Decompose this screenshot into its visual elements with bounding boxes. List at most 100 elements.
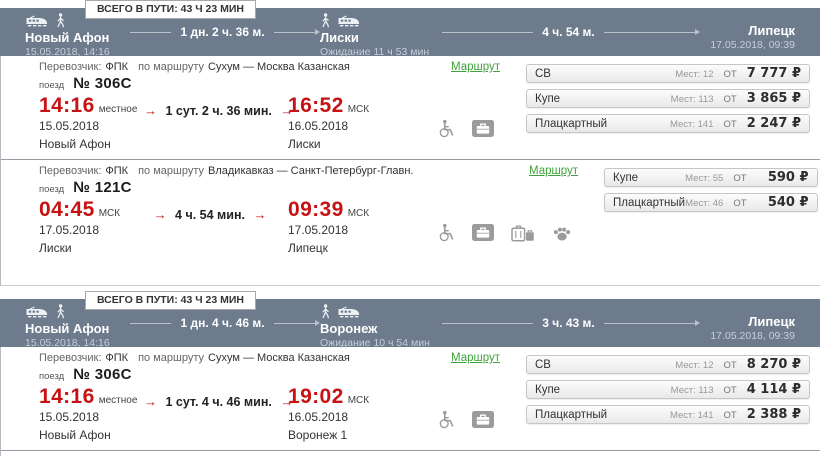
class-name: Купе — [535, 92, 561, 105]
timezone-label: местное — [98, 395, 138, 406]
arrowhead-icon — [695, 320, 701, 326]
route-link[interactable]: Маршрут — [450, 352, 500, 364]
train-number-row: поезд № 306С — [39, 75, 514, 92]
seats-count: Мест: 113 — [670, 385, 714, 396]
from-label: от — [723, 94, 737, 105]
transfer-wait: Ожидание 11 ч 53 мин — [320, 46, 430, 58]
train-icon — [337, 306, 361, 319]
class-option-kupe[interactable]: Купе Мест: 55 от 590 ₽ — [604, 168, 818, 187]
train-segment: Перевозчик: ФПК по маршруту Владикавказ … — [1, 159, 820, 285]
carrier-label: Перевозчик: — [39, 61, 102, 73]
train-icon — [337, 15, 361, 28]
arrival-block: 09:39 МСК 17.05.2018 Липецк — [288, 198, 438, 255]
timezone-label: местное — [98, 104, 138, 115]
route-link[interactable]: Маршрут — [528, 165, 578, 177]
train-number-row: поезд № 306С — [39, 366, 514, 383]
seats-count: Мест: 55 — [685, 173, 724, 184]
train-number-row: поезд № 121С — [39, 179, 592, 196]
route-name: Сухум — Москва Казанская — [208, 61, 350, 73]
amenity-icons — [438, 94, 514, 151]
times-row: 04:45 МСК 17.05.2018 Лиски → 4 ч. 54 мин.… — [39, 198, 592, 255]
class-price: 4 114 ₽ — [746, 382, 801, 397]
segment-details: Перевозчик: ФПК по маршруту Сухум — Моск… — [1, 56, 514, 159]
transfer-station: Лиски Ожидание 11 ч 53 мин — [320, 8, 442, 58]
arrowhead-icon — [315, 29, 321, 35]
total-duration-badge: ВСЕГО В ПУТИ: 43 Ч 23 МИН — [85, 291, 256, 310]
departure-station: Новый Афон — [39, 137, 111, 151]
arrow-icon: → — [280, 394, 294, 409]
route-name: Сухум — Москва Казанская — [208, 352, 350, 364]
leg-line — [603, 31, 696, 33]
seats-count: Мест: 141 — [669, 410, 714, 421]
departure-block: 14:16 местное 15.05.2018 Новый Афон — [39, 94, 144, 151]
amenity-icons — [438, 198, 592, 255]
leg-duration-label: 1 дн. 2 ч. 36 м. — [180, 25, 265, 39]
train-label: поезд — [39, 184, 65, 195]
arrow-icon: → — [153, 207, 167, 222]
wheelchair-icon — [438, 410, 455, 429]
arrival-date: 16.05.2018 — [288, 410, 349, 424]
arrival-block: 19:02 МСК 16.05.2018 Воронеж 1 — [288, 385, 438, 442]
baggage-icon — [511, 224, 535, 242]
leg-line — [130, 31, 172, 33]
train-label: поезд — [39, 80, 65, 91]
leg-duration: 1 дн. 4 ч. 46 м. — [130, 299, 321, 330]
paw-icon — [552, 224, 572, 241]
class-name: СВ — [535, 358, 551, 371]
class-option-kupe[interactable]: Купе Мест: 113 от 3 865 ₽ — [526, 89, 810, 108]
train-icon — [25, 306, 49, 319]
route-label: по маршруту — [138, 61, 205, 73]
leg-duration-label: 1 дн. 4 ч. 46 м. — [180, 316, 265, 330]
transfer-station: Воронеж Ожидание 10 ч 54 мин — [320, 299, 442, 349]
route-option: ВСЕГО В ПУТИ: 43 Ч 23 МИН Новый Афон 15.… — [0, 0, 820, 286]
class-option-kupe[interactable]: Купе Мест: 113 от 4 114 ₽ — [526, 380, 810, 399]
train-segment: Перевозчик: ФПК по маршруту Сухум — Моск… — [1, 347, 820, 450]
from-label: от — [723, 410, 737, 421]
amenity-icons — [438, 385, 514, 442]
arrow-icon: → — [144, 103, 157, 118]
arrival-station: Воронеж 1 — [288, 428, 348, 442]
class-list: Купе Мест: 55 от 590 ₽ Плацкартный Мест: 4… — [592, 160, 820, 285]
timezone-label: МСК — [347, 104, 370, 115]
suitcase-icon — [472, 411, 494, 428]
class-price: 590 ₽ — [767, 170, 809, 185]
class-option-platskart[interactable]: Плацкартный Мест: 141 от 2 247 ₽ — [526, 114, 810, 133]
suitcase-icon — [472, 120, 494, 137]
class-option-platskart[interactable]: Плацкартный Мест: 46 от 540 ₽ — [604, 193, 818, 212]
arrival-station: Лиски — [288, 137, 321, 151]
class-option-sv[interactable]: СВ Мест: 12 от 7 777 ₽ — [526, 64, 810, 83]
seats-count: Мест: 141 — [669, 119, 714, 130]
train-label: поезд — [39, 371, 65, 382]
station-datetime: 15.05.2018, 14:16 — [25, 46, 110, 58]
seats-count: Мест: 113 — [670, 94, 714, 105]
departure-date: 15.05.2018 — [39, 119, 100, 133]
departure-time: 14:16 — [39, 385, 95, 408]
class-name: СВ — [535, 67, 551, 80]
arrow-icon: → — [280, 103, 294, 118]
option-body: Перевозчик: ФПК по маршруту Сухум — Моск… — [0, 347, 820, 456]
segment-duration: → 1 сут. 4 ч. 46 мин. → — [144, 385, 293, 442]
departure-station: Новый Афон — [39, 428, 111, 442]
class-option-sv[interactable]: СВ Мест: 12 от 8 270 ₽ — [526, 355, 810, 374]
segment-duration-label: 1 сут. 2 ч. 36 мин. — [165, 104, 272, 118]
station-name: Липецк — [748, 314, 795, 329]
walking-person-icon — [55, 304, 66, 319]
carrier-name: ФПК — [105, 352, 129, 364]
station-name: Воронеж — [320, 321, 378, 336]
class-option-platskart[interactable]: Плацкартный Мест: 141 от 2 388 ₽ — [526, 405, 810, 424]
total-duration-badge: ВСЕГО В ПУТИ: 43 Ч 23 МИН — [85, 0, 256, 19]
route-link[interactable]: Маршрут — [450, 61, 500, 73]
station-name: Липецк — [748, 23, 795, 38]
from-label: от — [733, 198, 747, 209]
seats-count: Мест: 12 — [675, 69, 714, 80]
timezone-label: МСК — [347, 208, 370, 219]
carrier-row: Перевозчик: ФПК по маршруту Владикавказ … — [39, 165, 592, 177]
departure-block: 04:45 МСК 17.05.2018 Лиски — [39, 198, 144, 255]
origin-station: Новый Афон 15.05.2018, 14:16 — [25, 299, 130, 349]
station-name: Новый Афон — [25, 321, 110, 336]
route-label: по маршруту — [138, 352, 205, 364]
option-body: Перевозчик: ФПК по маршруту Сухум — Моск… — [0, 56, 820, 286]
destination-station: Липецк 17.05.2018, 09:39 — [700, 299, 795, 342]
station-name: Новый Афон — [25, 30, 110, 45]
